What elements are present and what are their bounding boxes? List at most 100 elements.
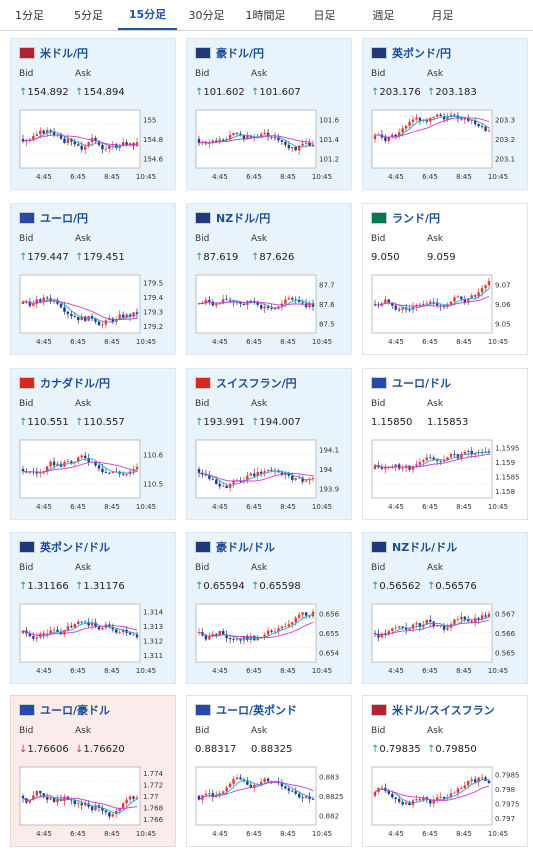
y-tick-label: 101.4 bbox=[319, 136, 340, 144]
rate-card[interactable]: 豪ドル/円 Bid Ask ↑101.602 ↑101.607 101.6 101… bbox=[186, 38, 352, 190]
candle-body bbox=[470, 451, 473, 455]
candle-body bbox=[297, 793, 301, 798]
candle-body bbox=[83, 455, 87, 458]
mini-chart[interactable]: 194.1 194 193.9 4:45 6:45 8:45 10:45 bbox=[194, 438, 346, 512]
rate-card[interactable]: 英ポンド/円 Bid Ask ↑203.176 ↑203.183 203.3 20… bbox=[362, 38, 528, 190]
candle-body bbox=[460, 296, 463, 300]
mini-chart[interactable]: 0.567 0.566 0.565 4:45 6:45 8:45 10:45 bbox=[370, 602, 522, 676]
candle-body bbox=[308, 142, 311, 147]
ma-short-line bbox=[22, 131, 138, 148]
y-tick-label: 194 bbox=[319, 466, 333, 474]
pair-title: ユーロ/豪ドル bbox=[19, 702, 110, 718]
x-tick-label: 8:45 bbox=[104, 830, 120, 838]
mini-chart[interactable]: 110.6 110.5 4:45 6:45 8:45 10:45 bbox=[18, 438, 170, 512]
rate-card[interactable]: NZドル/円 Bid Ask ↑87.619 ↑87.626 87.7 87.6 8… bbox=[186, 203, 352, 355]
candle-body bbox=[270, 630, 273, 632]
pair-name-link[interactable]: ユーロ/英ポンド bbox=[216, 704, 298, 717]
mini-chart[interactable]: 1.774 1.772 1.77 1.768 1.766 4:45 6:45 8:45 10:4… bbox=[18, 765, 170, 839]
pair-name-link[interactable]: 英ポンド/ドル bbox=[40, 541, 111, 554]
candle-body bbox=[456, 619, 460, 621]
mini-chart[interactable]: 0.883 0.8825 0.882 4:45 6:45 8:45 10:45 bbox=[194, 765, 346, 839]
pair-name-link[interactable]: 豪ドル/ドル bbox=[216, 541, 276, 554]
mini-chart[interactable]: 87.7 87.6 87.5 4:45 6:45 8:45 10:45 bbox=[194, 273, 346, 347]
candle-body bbox=[204, 299, 208, 304]
candlestick-chart: 101.6 101.4 101.2 4:45 6:45 8:45 10:45 bbox=[195, 109, 340, 181]
pair-name-link[interactable]: NZドル/円 bbox=[216, 212, 271, 225]
candle-body bbox=[246, 475, 249, 481]
pair-name-link[interactable]: 英ポンド/円 bbox=[392, 47, 452, 60]
tab-1hour[interactable]: 1時間足 bbox=[245, 9, 286, 22]
pair-name-link[interactable]: 豪ドル/円 bbox=[216, 47, 265, 60]
mini-chart[interactable]: 0.7985 0.798 0.7975 0.797 4:45 6:45 8:45 10:45 bbox=[370, 765, 522, 839]
candle-body bbox=[218, 139, 221, 142]
gb-flag-icon bbox=[371, 47, 387, 59]
pair-name-link[interactable]: ユーロ/ドル bbox=[392, 377, 452, 390]
up-arrow-icon: ↑ bbox=[75, 581, 84, 592]
rate-card[interactable]: 米ドル/円 Bid Ask ↑154.892 ↑154.894 155 154.8… bbox=[10, 38, 176, 190]
y-tick-label: 203.3 bbox=[495, 117, 515, 125]
x-tick-label: 10:45 bbox=[312, 667, 332, 675]
rate-card[interactable]: ランド/円 Bid Ask 9.050 9.059 9.07 9.06 9.05 4:… bbox=[362, 203, 528, 355]
x-tick-label: 10:45 bbox=[136, 503, 156, 511]
candle-body bbox=[232, 132, 235, 135]
candle-body bbox=[408, 802, 411, 806]
candle-body bbox=[266, 469, 270, 472]
candle-body bbox=[77, 144, 80, 146]
candle-body bbox=[311, 478, 315, 480]
rate-card[interactable]: 米ドル/スイスフラン Bid Ask ↑0.79835 ↑0.79850 0.7… bbox=[362, 695, 528, 847]
pair-name-link[interactable]: ランド/円 bbox=[392, 212, 441, 225]
rate-card[interactable]: ユーロ/豪ドル Bid Ask ↓1.76606 ↓1.76620 1.774 1… bbox=[10, 695, 176, 847]
candle-body bbox=[291, 146, 294, 149]
rate-card[interactable]: 豪ドル/ドル Bid Ask ↑0.65594 ↑0.65598 0.656 0.… bbox=[186, 532, 352, 684]
tab-monthly[interactable]: 月足 bbox=[431, 9, 454, 22]
mini-chart[interactable]: 1.314 1.313 1.312 1.311 4:45 6:45 8:45 10:45 bbox=[18, 602, 170, 676]
mini-chart[interactable]: 101.6 101.4 101.2 4:45 6:45 8:45 10:45 bbox=[194, 108, 346, 182]
rate-card[interactable]: ユーロ/円 Bid Ask ↑179.447 ↑179.451 179.5 179… bbox=[10, 203, 176, 355]
rate-card[interactable]: 英ポンド/ドル Bid Ask ↑1.31166 ↑1.31176 1.314 1… bbox=[10, 532, 176, 684]
candle-body bbox=[446, 457, 449, 460]
rate-card[interactable]: ユーロ/英ポンド Bid Ask 0.88317 0.88325 0.883 0.… bbox=[186, 695, 352, 847]
pair-name-link[interactable]: NZドル/ドル bbox=[392, 541, 458, 554]
candle-body bbox=[484, 451, 487, 453]
pair-name-link[interactable]: 米ドル/スイスフラン bbox=[392, 704, 495, 717]
pair-name-link[interactable]: スイスフラン/円 bbox=[216, 377, 297, 390]
y-tick-label: 1.772 bbox=[143, 781, 163, 789]
mini-chart[interactable]: 0.656 0.655 0.654 4:45 6:45 8:45 10:45 bbox=[194, 602, 346, 676]
pair-name-link[interactable]: ユーロ/円 bbox=[40, 212, 89, 225]
mini-chart[interactable]: 9.07 9.06 9.05 4:45 6:45 8:45 10:45 bbox=[370, 273, 522, 347]
tab-5min[interactable]: 5分足 bbox=[74, 9, 103, 22]
mini-chart[interactable]: 155 154.8 154.6 4:45 6:45 8:45 10:45 bbox=[18, 108, 170, 182]
y-tick-label: 0.798 bbox=[495, 786, 515, 794]
rate-card[interactable]: NZドル/ドル Bid Ask ↑0.56562 ↑0.56576 0.567 0… bbox=[362, 532, 528, 684]
rate-card[interactable]: スイスフラン/円 Bid Ask ↑193.991 ↑194.007 194.1… bbox=[186, 368, 352, 520]
candle-body bbox=[270, 308, 273, 309]
rate-card[interactable]: ユーロ/ドル Bid Ask 1.15850 1.15853 1.1595 1.1… bbox=[362, 368, 528, 520]
mini-chart[interactable]: 1.1595 1.159 1.1585 1.158 4:45 6:45 8:45 10:45 bbox=[370, 438, 522, 512]
candle-body bbox=[111, 471, 115, 474]
candle-body bbox=[83, 621, 87, 623]
pair-name-link[interactable]: 米ドル/円 bbox=[40, 47, 89, 60]
y-tick-label: 9.06 bbox=[495, 301, 511, 309]
candle-body bbox=[291, 475, 294, 480]
candle-body bbox=[66, 626, 70, 630]
pair-title: ユーロ/英ポンド bbox=[195, 702, 297, 718]
candle-body bbox=[45, 130, 49, 134]
mini-chart[interactable]: 203.3 203.2 203.1 4:45 6:45 8:45 10:45 bbox=[370, 108, 522, 182]
pair-name-link[interactable]: カナダドル/円 bbox=[40, 377, 111, 390]
pair-name-link[interactable]: ユーロ/豪ドル bbox=[40, 704, 111, 717]
candle-body bbox=[197, 469, 201, 473]
tab-15min[interactable]: 15分足 bbox=[118, 0, 177, 30]
x-tick-label: 4:45 bbox=[388, 830, 404, 838]
candle-body bbox=[73, 624, 77, 628]
tab-30min[interactable]: 30分足 bbox=[188, 9, 225, 22]
tab-weekly[interactable]: 週足 bbox=[372, 9, 395, 22]
candle-body bbox=[70, 799, 73, 801]
candle-body bbox=[97, 321, 101, 326]
candle-body bbox=[287, 788, 291, 791]
rate-card[interactable]: カナダドル/円 Bid Ask ↑110.551 ↑110.557 110.6 1… bbox=[10, 368, 176, 520]
mini-chart[interactable]: 179.5 179.4 179.3 179.2 4:45 6:45 8:45 10:45 bbox=[18, 273, 170, 347]
tab-1min[interactable]: 1分足 bbox=[15, 9, 44, 22]
candle-body bbox=[239, 133, 242, 135]
tab-daily[interactable]: 日足 bbox=[313, 9, 336, 22]
y-tick-label: 1.311 bbox=[143, 652, 163, 660]
